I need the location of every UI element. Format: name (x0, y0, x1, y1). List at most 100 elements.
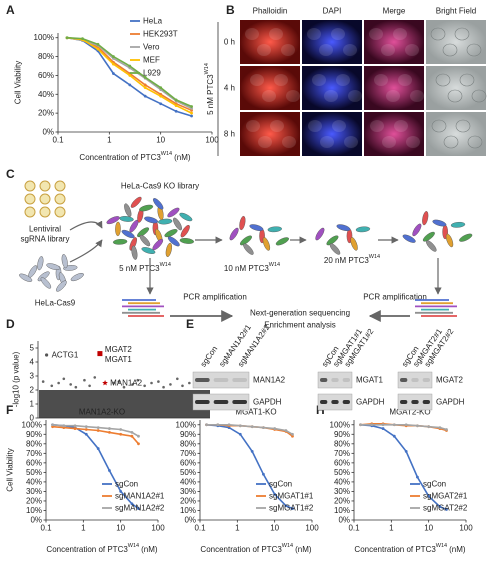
data-point (96, 429, 100, 432)
cell (432, 219, 447, 227)
label-superscript: W14 (369, 254, 380, 260)
cell-shape (405, 44, 419, 56)
virus (24, 180, 36, 192)
cell-shape (257, 44, 271, 56)
band (331, 378, 339, 382)
cell (144, 216, 159, 224)
cell-shape (274, 74, 288, 86)
panel-letter: F (6, 403, 13, 417)
band (411, 378, 419, 382)
legend-label: sgCon (115, 480, 138, 489)
cell (355, 226, 371, 233)
data-point (284, 504, 288, 508)
x-tick-label: 10 (424, 524, 433, 533)
data-point (136, 378, 140, 382)
virus (39, 193, 51, 205)
y-tick-label: 50% (180, 468, 196, 477)
y-tick-label: 80% (334, 439, 350, 448)
label-unit: (nM) (174, 153, 191, 162)
y-tick-label: 10% (180, 506, 196, 515)
cell-shape (471, 89, 487, 103)
data-point (438, 426, 442, 430)
data-point (174, 104, 178, 107)
y-tick-label: 5 (30, 344, 35, 353)
y-tick-label: 20% (38, 109, 54, 118)
legend-label: sgMGAT1#1 (269, 492, 314, 501)
panel-letter: E (186, 317, 194, 331)
cell (141, 247, 156, 254)
data-point (416, 475, 419, 479)
cell-shape (393, 28, 407, 40)
x-tick-label: 0.1 (40, 524, 52, 533)
data-point (112, 381, 115, 385)
arrow (69, 239, 103, 263)
blot (397, 371, 433, 389)
data-point (62, 424, 66, 428)
cell (426, 240, 437, 252)
label-unit: (nM) (295, 545, 312, 554)
label-unit: (nM) (141, 545, 158, 554)
cell-shape (394, 120, 408, 132)
cell (46, 263, 61, 270)
cell (121, 229, 135, 239)
y-tick-label: 90% (334, 430, 350, 439)
x-tick-label: 1 (107, 136, 112, 145)
data-point (188, 381, 191, 385)
data-point (143, 384, 146, 388)
data-point (119, 428, 123, 431)
legend-label: sgCon (269, 480, 292, 489)
virus (39, 180, 51, 192)
label-text: 10 nM PTC3 (224, 264, 269, 273)
data-point (250, 425, 254, 429)
band (342, 400, 350, 404)
data-point (150, 381, 153, 385)
row-label: 8 h (224, 130, 235, 139)
y-tick-label: 40% (26, 477, 42, 486)
data-point (108, 469, 111, 472)
label-text: Concentration of PTC3 (200, 545, 282, 554)
band (320, 400, 328, 404)
cell-shape (324, 90, 338, 102)
panel-letter: C (6, 167, 15, 181)
cell (229, 227, 239, 241)
cell-shape (312, 74, 326, 86)
y-tick-label: 100% (22, 420, 42, 429)
data-point (181, 384, 184, 388)
micrograph (302, 112, 362, 156)
cell (70, 272, 84, 282)
y-axis-label: Cell Viability (14, 61, 23, 104)
y-tick-label: 10% (26, 506, 42, 515)
micrograph (364, 112, 424, 156)
cell-shape (459, 73, 475, 87)
virus (54, 180, 66, 192)
label-unit: (nM) (449, 545, 466, 554)
cell (412, 223, 422, 237)
label: 5 nM PTC3W14 (119, 262, 171, 273)
cell (329, 243, 341, 255)
cell (167, 207, 180, 218)
y-tick-label: 1 (30, 400, 35, 409)
data-point (381, 427, 385, 430)
y-tick-label: 0% (184, 516, 196, 525)
cell (262, 237, 271, 251)
y-tick-label: 4 (30, 358, 35, 367)
y-tick-label: 100% (330, 420, 350, 429)
cell-shape (344, 136, 358, 148)
y-tick-label: 100% (34, 33, 54, 42)
cell-shape (343, 44, 357, 56)
cell (267, 226, 282, 233)
data-point (291, 507, 294, 510)
diagram-label: sgRNA library (21, 235, 70, 244)
cell-shape (381, 44, 395, 56)
cell (119, 216, 134, 222)
x-tick-label: 100 (305, 524, 319, 533)
y-tick-label: 20% (180, 496, 196, 505)
legend-label: L929 (143, 69, 161, 78)
y-tick-label: 50% (26, 468, 42, 477)
data-point (284, 429, 288, 432)
micrograph (426, 20, 486, 64)
label: 20 nM PTC3W14 (324, 254, 380, 265)
series-line (52, 425, 140, 445)
cell-shape (250, 74, 264, 86)
cell (19, 273, 33, 282)
